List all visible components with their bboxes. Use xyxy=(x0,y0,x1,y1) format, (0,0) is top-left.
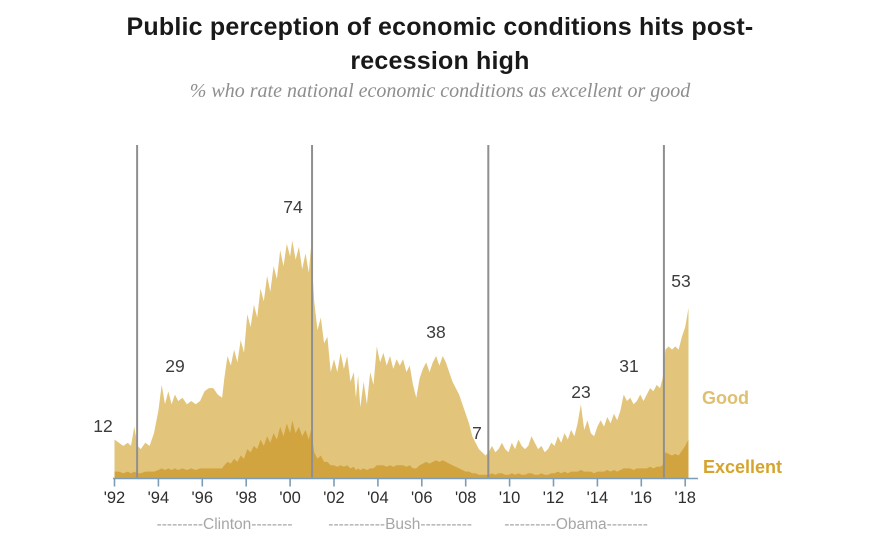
president-labels: ---------Clinton-------- -----------Bush-… xyxy=(157,516,648,533)
callout-29: 29 xyxy=(165,356,184,376)
president-label-obama: ----------Obama-------- xyxy=(504,516,648,533)
chart-areas xyxy=(114,240,689,478)
data-callouts: 12 29 74 38 7 23 31 53 xyxy=(93,197,690,443)
x-tick-label: '06 xyxy=(411,489,433,507)
x-tick-label: '00 xyxy=(279,489,301,507)
x-tick-label: '92 xyxy=(104,489,126,507)
legend-good-label: Good xyxy=(702,388,749,408)
x-tick-label: '94 xyxy=(148,489,170,507)
president-label-clinton: ---------Clinton-------- xyxy=(157,516,293,533)
x-tick-label: '98 xyxy=(235,489,257,507)
callout-74: 74 xyxy=(283,197,303,217)
legend-excellent-label: Excellent xyxy=(703,457,783,477)
president-label-bush: -----------Bush---------- xyxy=(328,516,472,533)
x-tick-label: '02 xyxy=(323,489,345,507)
callout-12: 12 xyxy=(93,416,112,436)
x-tick-label: '08 xyxy=(455,489,477,507)
x-axis-tick-labels: '92 '94 '96 '98 '00 '02 '04 '06 '08 '10 '12 '14 '16 '… xyxy=(104,489,696,507)
chart-subtitle: % who rate national economic conditions … xyxy=(189,80,691,102)
page-title: Public perception of economic conditions… xyxy=(0,10,880,78)
callout-31: 31 xyxy=(619,356,638,376)
x-tick-label: '16 xyxy=(631,489,653,507)
callout-38: 38 xyxy=(426,322,445,342)
page-title-line2: recession high xyxy=(350,47,530,75)
x-tick-label: '10 xyxy=(499,489,521,507)
x-tick-label: '12 xyxy=(543,489,565,507)
callout-23: 23 xyxy=(571,382,590,402)
callout-53: 53 xyxy=(671,271,690,291)
president-term-lines xyxy=(136,145,665,478)
page-title-line1: Public perception of economic conditions… xyxy=(126,13,754,41)
x-tick-label: '96 xyxy=(192,489,214,507)
callout-7: 7 xyxy=(472,423,482,443)
x-tick-label: '04 xyxy=(367,489,389,507)
x-axis xyxy=(113,477,698,487)
excellent-area-series xyxy=(114,420,689,478)
x-tick-label: '18 xyxy=(674,489,696,507)
good-area-series xyxy=(114,240,689,478)
x-tick-label: '14 xyxy=(587,489,609,507)
